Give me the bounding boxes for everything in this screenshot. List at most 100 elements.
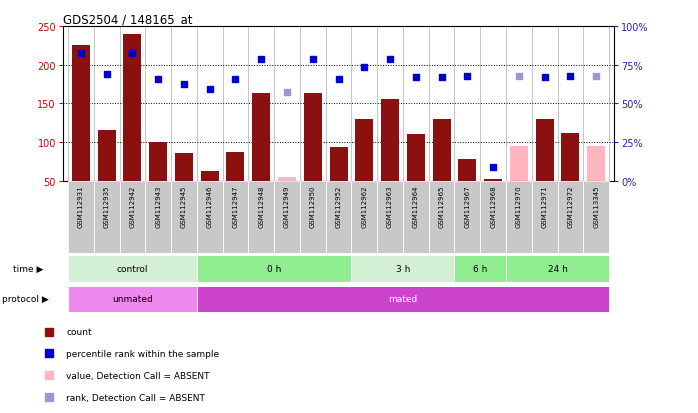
Text: GSM112942: GSM112942 xyxy=(129,185,135,227)
Text: GSM112965: GSM112965 xyxy=(438,185,445,227)
Text: 24 h: 24 h xyxy=(548,264,567,273)
Bar xyxy=(223,181,248,254)
Text: unmated: unmated xyxy=(112,294,153,303)
Text: control: control xyxy=(117,264,148,273)
Point xyxy=(255,57,267,63)
Bar xyxy=(377,181,403,254)
Text: GSM112946: GSM112946 xyxy=(207,185,213,227)
Bar xyxy=(506,256,609,282)
Bar xyxy=(326,181,351,254)
Bar xyxy=(433,119,451,181)
Text: GSM112967: GSM112967 xyxy=(464,185,470,228)
Point xyxy=(385,57,396,63)
Bar xyxy=(197,286,609,312)
Text: GSM112962: GSM112962 xyxy=(362,185,367,227)
Point xyxy=(281,89,292,96)
Point xyxy=(127,50,138,57)
Bar xyxy=(506,181,532,254)
Text: value, Detection Call = ABSENT: value, Detection Call = ABSENT xyxy=(66,371,210,380)
Text: GSM112945: GSM112945 xyxy=(181,185,187,227)
Bar xyxy=(149,143,168,181)
Point xyxy=(179,81,190,88)
Text: GSM112964: GSM112964 xyxy=(413,185,419,227)
Bar xyxy=(454,256,506,282)
Bar xyxy=(480,181,506,254)
Bar xyxy=(119,181,145,254)
Bar xyxy=(98,131,116,181)
Text: time ▶: time ▶ xyxy=(13,264,43,273)
Bar xyxy=(274,181,300,254)
Bar xyxy=(68,256,197,282)
Bar xyxy=(68,181,94,254)
Text: GSM112943: GSM112943 xyxy=(155,185,161,227)
Text: GSM112948: GSM112948 xyxy=(258,185,265,227)
Bar xyxy=(197,181,223,254)
Bar xyxy=(351,256,454,282)
Bar xyxy=(532,181,558,254)
Point xyxy=(359,64,370,71)
Text: GDS2504 / 148165_at: GDS2504 / 148165_at xyxy=(63,13,193,26)
Bar xyxy=(197,256,351,282)
Point xyxy=(565,74,576,81)
Point xyxy=(462,74,473,81)
Bar xyxy=(351,181,377,254)
Bar xyxy=(278,178,296,181)
Bar xyxy=(484,180,502,181)
Bar xyxy=(381,100,399,181)
Bar xyxy=(403,181,429,254)
Point xyxy=(333,77,344,83)
Bar xyxy=(429,181,454,254)
Bar xyxy=(561,133,579,181)
Bar xyxy=(304,94,322,181)
Bar xyxy=(459,160,476,181)
Bar xyxy=(68,286,197,312)
Text: GSM112970: GSM112970 xyxy=(516,185,522,228)
Bar xyxy=(252,94,270,181)
Text: GSM112949: GSM112949 xyxy=(284,185,290,227)
Text: percentile rank within the sample: percentile rank within the sample xyxy=(66,349,219,358)
Bar xyxy=(145,181,171,254)
Bar xyxy=(300,181,326,254)
Text: GSM112931: GSM112931 xyxy=(78,185,84,228)
Text: GSM112972: GSM112972 xyxy=(567,185,574,227)
Bar xyxy=(454,181,480,254)
Point xyxy=(487,164,498,171)
Text: 0 h: 0 h xyxy=(267,264,281,273)
Text: GSM112935: GSM112935 xyxy=(103,185,110,227)
Point xyxy=(307,57,318,63)
Bar xyxy=(72,46,90,181)
Bar xyxy=(226,153,244,181)
Bar xyxy=(171,181,197,254)
Point xyxy=(591,74,602,81)
Bar xyxy=(124,35,142,181)
Text: GSM112968: GSM112968 xyxy=(490,185,496,228)
Bar xyxy=(175,154,193,181)
Text: count: count xyxy=(66,327,92,336)
Text: protocol ▶: protocol ▶ xyxy=(2,294,48,303)
Bar xyxy=(535,119,554,181)
Bar xyxy=(355,119,373,181)
Point xyxy=(204,87,215,93)
Text: rank, Detection Call = ABSENT: rank, Detection Call = ABSENT xyxy=(66,393,205,401)
Bar xyxy=(94,181,119,254)
Bar xyxy=(329,147,348,181)
Text: GSM112950: GSM112950 xyxy=(310,185,315,227)
Point xyxy=(230,77,241,83)
Text: 6 h: 6 h xyxy=(473,264,487,273)
Text: mated: mated xyxy=(388,294,417,303)
Bar xyxy=(558,181,584,254)
Point xyxy=(75,50,87,57)
Point xyxy=(101,71,112,78)
Text: GSM112952: GSM112952 xyxy=(336,185,341,227)
Text: GSM113345: GSM113345 xyxy=(593,185,599,227)
Bar xyxy=(248,181,274,254)
Point xyxy=(153,77,164,83)
Text: GSM112947: GSM112947 xyxy=(232,185,239,227)
Bar xyxy=(587,147,605,181)
Point xyxy=(436,74,447,81)
Text: 3 h: 3 h xyxy=(396,264,410,273)
Bar xyxy=(510,147,528,181)
Point xyxy=(539,74,550,81)
Bar xyxy=(407,135,425,181)
Bar xyxy=(584,181,609,254)
